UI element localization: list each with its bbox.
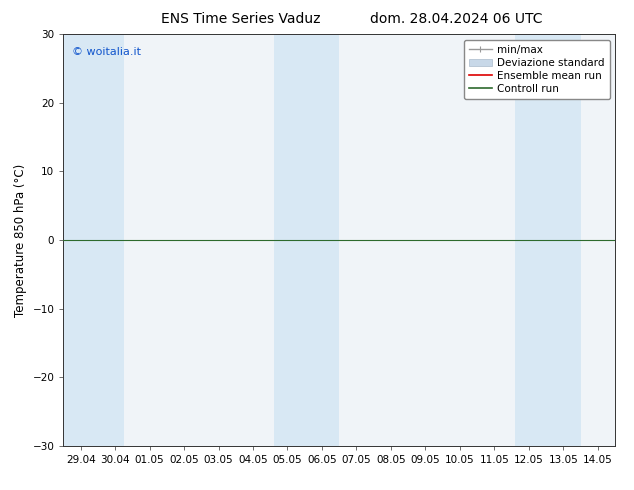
Text: dom. 28.04.2024 06 UTC: dom. 28.04.2024 06 UTC	[370, 12, 543, 26]
Bar	[515, 34, 581, 446]
Text: ENS Time Series Vaduz: ENS Time Series Vaduz	[161, 12, 321, 26]
Legend: min/max, Deviazione standard, Ensemble mean run, Controll run: min/max, Deviazione standard, Ensemble m…	[463, 40, 610, 99]
Text: © woitalia.it: © woitalia.it	[72, 47, 141, 57]
Bar	[274, 34, 339, 446]
Bar	[63, 34, 124, 446]
Y-axis label: Temperature 850 hPa (°C): Temperature 850 hPa (°C)	[14, 164, 27, 317]
